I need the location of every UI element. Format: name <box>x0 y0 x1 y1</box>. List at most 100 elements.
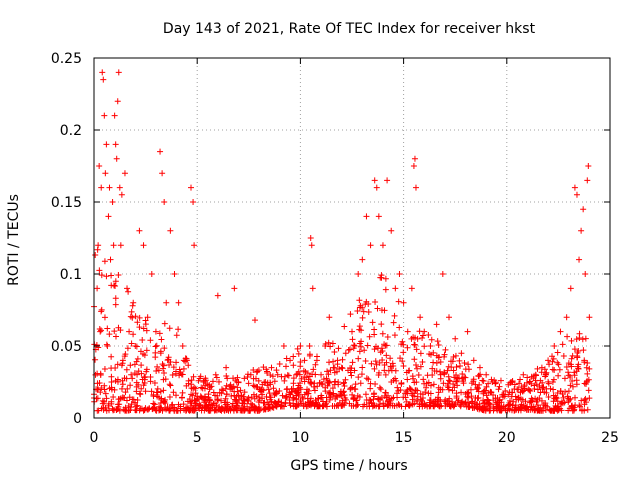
data-point <box>190 373 197 380</box>
x-tick-label: 10 <box>291 430 309 446</box>
data-point <box>411 356 418 363</box>
data-point <box>377 386 384 393</box>
data-point <box>517 376 524 383</box>
data-point <box>418 397 425 404</box>
data-point <box>238 407 245 414</box>
data-point <box>527 406 534 413</box>
data-point-peak <box>262 379 269 385</box>
data-point <box>444 382 451 389</box>
data-point-peak <box>308 242 315 249</box>
data-point-peak <box>476 364 483 371</box>
data-point <box>457 363 464 370</box>
data-point-peak <box>256 386 263 393</box>
data-point-peak <box>557 328 564 335</box>
data-point <box>134 371 141 378</box>
data-point <box>134 319 141 326</box>
data-point <box>192 400 199 407</box>
data-point-peak <box>100 76 107 83</box>
data-point-peak <box>157 148 164 155</box>
data-point <box>429 372 436 379</box>
data-point-peak <box>551 343 558 349</box>
data-point <box>115 324 122 331</box>
data-point-peak <box>235 379 242 385</box>
data-point <box>290 400 297 407</box>
data-point <box>505 381 512 388</box>
data-point-peak <box>191 242 198 249</box>
data-point <box>368 399 375 406</box>
data-point <box>441 351 448 358</box>
data-point <box>177 370 184 377</box>
data-point-peak <box>108 379 115 385</box>
data-point <box>214 396 221 403</box>
data-point <box>330 391 337 398</box>
data-point <box>479 377 486 384</box>
data-point <box>140 382 147 389</box>
data-point <box>236 396 243 403</box>
data-point <box>265 404 272 411</box>
data-point <box>434 338 441 345</box>
data-point <box>493 403 500 410</box>
data-point <box>549 378 556 385</box>
data-point <box>282 395 289 402</box>
data-point <box>331 381 338 388</box>
data-point-peak <box>421 328 428 335</box>
data-point <box>398 341 405 348</box>
data-point <box>264 382 271 389</box>
data-point-peak <box>251 317 258 324</box>
data-point <box>456 357 463 364</box>
data-point <box>118 362 125 369</box>
data-point <box>449 398 456 405</box>
data-point <box>327 367 334 374</box>
data-point <box>417 350 424 357</box>
data-point <box>268 398 275 405</box>
data-point <box>534 365 541 372</box>
data-point <box>116 396 123 403</box>
data-point <box>112 301 119 308</box>
data-point-peak <box>117 242 124 249</box>
data-point <box>498 407 505 414</box>
data-point <box>100 406 107 413</box>
data-point <box>425 379 432 386</box>
y-tick-label: 0 <box>73 411 82 427</box>
data-point <box>168 402 175 409</box>
data-point-peak <box>188 184 195 191</box>
data-point <box>530 375 537 382</box>
data-point <box>380 400 387 407</box>
data-point <box>565 372 572 379</box>
data-point <box>445 363 452 370</box>
data-point <box>289 388 296 395</box>
data-point <box>419 335 426 342</box>
data-point <box>160 362 167 369</box>
data-point <box>166 325 173 332</box>
data-point-peak <box>297 343 304 349</box>
data-point <box>124 385 131 392</box>
data-point <box>293 396 300 403</box>
data-point <box>341 392 348 399</box>
data-point <box>484 405 491 412</box>
data-point-peak <box>338 364 345 371</box>
data-point <box>397 355 404 362</box>
data-point <box>130 331 137 338</box>
data-point <box>209 378 216 385</box>
data-point <box>127 362 134 369</box>
data-point <box>246 407 253 414</box>
data-point <box>416 401 423 408</box>
data-point <box>153 389 160 396</box>
data-point-peak <box>384 177 391 184</box>
data-point <box>161 345 168 352</box>
data-point <box>133 343 140 350</box>
data-point <box>559 341 566 348</box>
data-point <box>354 308 361 315</box>
data-point <box>565 360 572 367</box>
data-point <box>326 359 333 366</box>
data-point <box>413 346 420 353</box>
data-point <box>533 381 540 388</box>
data-point <box>584 406 591 413</box>
data-point <box>383 352 390 359</box>
data-point <box>98 306 105 313</box>
data-point-peak <box>159 170 166 177</box>
data-point-peak <box>144 314 151 321</box>
data-point <box>568 402 575 409</box>
data-point-peak <box>161 199 168 205</box>
data-point <box>189 392 196 399</box>
